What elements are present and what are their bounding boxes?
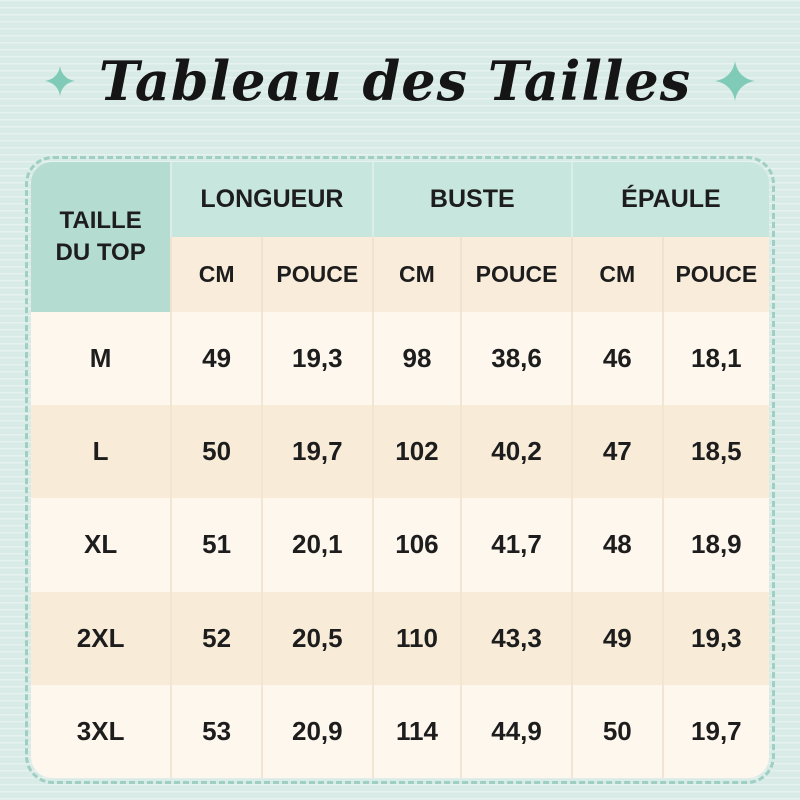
- value-cell: 20,9: [260, 684, 373, 778]
- table-row-3xl: 3XL 53 20,9 114 44,9 50 19,7: [31, 684, 769, 778]
- subheader-longueur-pouce: POUCE: [260, 237, 373, 312]
- size-table-container: TAILLE DU TOP LONGUEUR BUSTE ÉPAULE CM P…: [25, 156, 775, 784]
- size-cell: M: [31, 312, 172, 406]
- value-cell: 19,7: [661, 684, 769, 778]
- table-subheader-row: CM POUCE CM POUCE CM POUCE: [31, 237, 769, 312]
- column-group-longueur: LONGUEUR: [170, 162, 373, 237]
- size-table: TAILLE DU TOP LONGUEUR BUSTE ÉPAULE CM P…: [31, 162, 769, 778]
- value-cell: 102: [371, 405, 462, 499]
- table-row-m: M 49 19,3 98 38,6 46 18,1: [31, 312, 769, 406]
- size-table-inner: TAILLE DU TOP LONGUEUR BUSTE ÉPAULE CM P…: [31, 162, 769, 778]
- value-cell: 43,3: [460, 591, 572, 685]
- subheader-buste-cm: CM: [371, 237, 462, 312]
- value-cell: 47: [570, 405, 663, 499]
- subheader-epaule-pouce: POUCE: [661, 237, 769, 312]
- subheader-longueur-cm: CM: [170, 237, 262, 312]
- subheader-epaule-cm: CM: [570, 237, 663, 312]
- value-cell: 52: [170, 591, 262, 685]
- size-cell: XL: [31, 498, 172, 592]
- value-cell: 49: [170, 312, 262, 406]
- table-row-l: L 50 19,7 102 40,2 47 18,5: [31, 405, 769, 499]
- size-cell: 3XL: [31, 684, 172, 778]
- value-cell: 18,9: [661, 498, 769, 592]
- value-cell: 19,7: [260, 405, 373, 499]
- sparkle-diamond-icon: [715, 61, 756, 101]
- column-group-buste: BUSTE: [371, 162, 572, 237]
- size-cell: L: [31, 405, 172, 499]
- value-cell: 98: [371, 312, 462, 406]
- value-cell: 41,7: [460, 498, 572, 592]
- value-cell: 50: [170, 405, 262, 499]
- value-cell: 50: [570, 684, 663, 778]
- value-cell: 106: [371, 498, 462, 592]
- value-cell: 51: [170, 498, 262, 592]
- value-cell: 20,5: [260, 591, 373, 685]
- title-row: Tableau des Tailles: [0, 0, 800, 120]
- subheader-buste-pouce: POUCE: [460, 237, 572, 312]
- corner-header-cell: TAILLE DU TOP: [31, 162, 172, 312]
- table-row-xl: XL 51 20,1 106 41,7 48 18,9: [31, 498, 769, 592]
- value-cell: 18,5: [661, 405, 769, 499]
- value-cell: 20,1: [260, 498, 373, 592]
- size-cell: 2XL: [31, 591, 172, 685]
- table-row-2xl: 2XL 52 20,5 110 43,3 49 19,3: [31, 591, 769, 685]
- value-cell: 38,6: [460, 312, 572, 406]
- value-cell: 114: [371, 684, 462, 778]
- table-header-group-row: TAILLE DU TOP LONGUEUR BUSTE ÉPAULE: [31, 162, 769, 312]
- sparkle-diamond-icon: [44, 66, 75, 96]
- value-cell: 19,3: [661, 591, 769, 685]
- value-cell: 40,2: [460, 405, 572, 499]
- page-title: Tableau des Tailles: [98, 49, 692, 113]
- value-cell: 44,9: [460, 684, 572, 778]
- value-cell: 46: [570, 312, 663, 406]
- value-cell: 49: [570, 591, 663, 685]
- column-group-epaule: ÉPAULE: [570, 162, 769, 237]
- value-cell: 18,1: [661, 312, 769, 406]
- value-cell: 110: [371, 591, 462, 685]
- value-cell: 53: [170, 684, 262, 778]
- value-cell: 48: [570, 498, 663, 592]
- value-cell: 19,3: [260, 312, 373, 406]
